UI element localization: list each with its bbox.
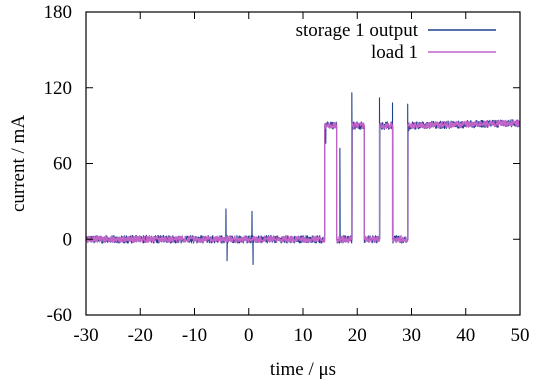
plot-frame — [85, 11, 521, 316]
x-tick-label: -30 — [73, 325, 98, 346]
x-tick-label: 50 — [511, 325, 530, 346]
x-tick-label: 20 — [348, 325, 367, 346]
axis-tick-labels: -30 -20 -10 0 10 20 30 40 50 -60 0 60 120 180 — [44, 2, 530, 346]
x-tick-label: 40 — [456, 325, 475, 346]
x-tick-label: 10 — [294, 325, 313, 346]
y-tick-label: -60 — [47, 305, 72, 326]
x-tick-label: 0 — [244, 325, 254, 346]
legend-label: load 1 — [371, 42, 418, 63]
x-tick-label: 30 — [402, 325, 421, 346]
axis-ticks — [85, 11, 521, 316]
x-axis-title: time / μs — [270, 359, 336, 380]
legend-label: storage 1 output — [296, 20, 419, 41]
y-tick-label: 0 — [63, 229, 73, 250]
y-tick-label: 60 — [53, 154, 72, 175]
y-axis-title: current / mA — [8, 115, 29, 212]
x-tick-label: -20 — [128, 325, 153, 346]
plot-traces — [85, 92, 521, 266]
x-tick-label: -10 — [182, 325, 207, 346]
y-tick-label: 180 — [44, 2, 73, 23]
series-line-load-1 — [85, 119, 521, 243]
y-tick-label: 120 — [44, 78, 73, 99]
